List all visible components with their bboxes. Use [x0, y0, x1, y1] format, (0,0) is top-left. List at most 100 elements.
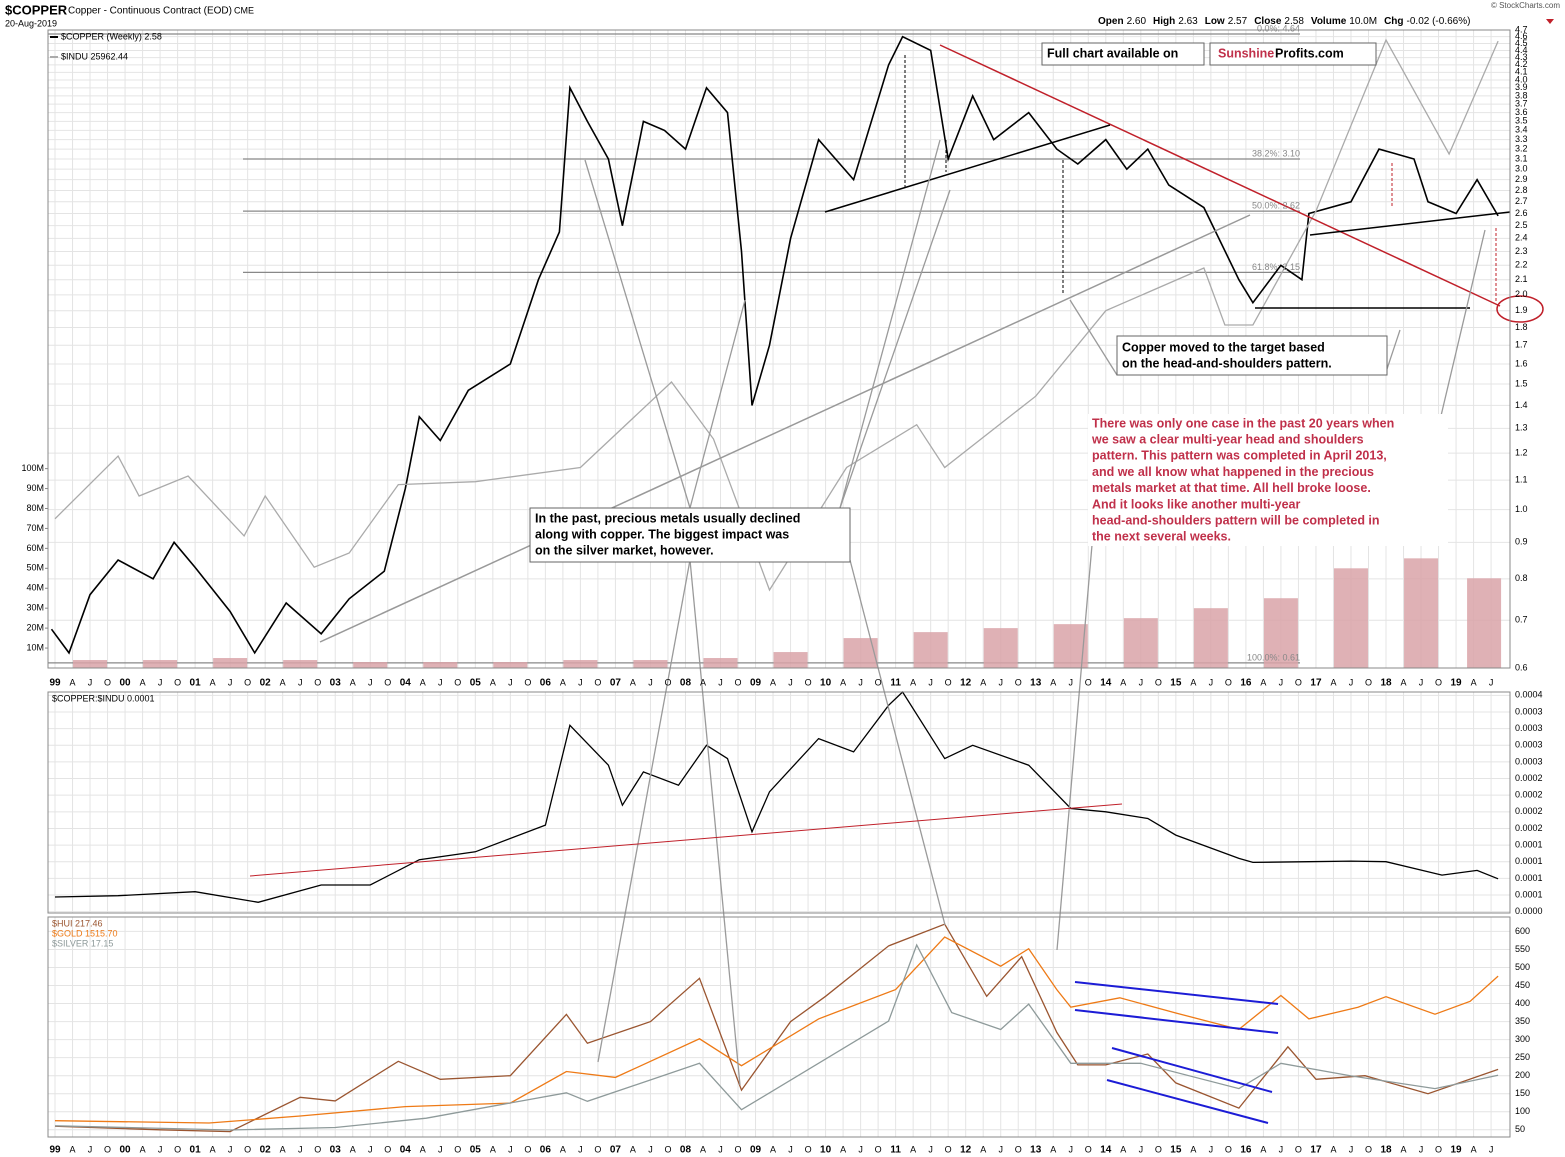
series-line — [54, 936, 1499, 1124]
legend-entry: $SILVER 17.15 — [52, 938, 113, 948]
x-tick-label: J — [438, 677, 443, 687]
y-tick-label: 1.2 — [1515, 448, 1528, 458]
x-tick-label: J — [858, 677, 863, 687]
y2-tick-label: 40M — [26, 583, 44, 593]
y-tick-label: 300 — [1515, 1034, 1530, 1044]
y-tick-label: 0.7 — [1515, 615, 1528, 625]
x-tick-label: O — [1435, 677, 1442, 687]
volume-bar — [983, 628, 1018, 668]
y-tick-label: 4.5 — [1515, 38, 1528, 48]
x-tick-label: O — [174, 1144, 181, 1154]
x-tick-label: 04 — [400, 1145, 412, 1156]
instrument-name: Copper - Continuous Contract (EOD) — [68, 6, 232, 17]
y-tick-label: 0.9 — [1515, 537, 1528, 547]
x-tick-label: 10 — [820, 1145, 832, 1156]
annotation-box — [1088, 414, 1448, 546]
x-tick-label: O — [1155, 1144, 1162, 1154]
legend-entry: $INDU 25962.44 — [61, 51, 128, 61]
x-tick-label: J — [158, 1144, 163, 1154]
x-tick-label: J — [1279, 677, 1284, 687]
y-tick-label: 1.0 — [1515, 504, 1528, 514]
x-tick-label: A — [1260, 677, 1266, 687]
x-tick-label: J — [1209, 677, 1214, 687]
x-tick-label: 01 — [190, 678, 202, 689]
y-tick-label: 550 — [1515, 944, 1530, 954]
x-tick-label: 06 — [540, 678, 552, 689]
connector-lines — [584, 139, 1486, 1086]
x-tick-label: J — [1139, 1144, 1144, 1154]
y-tick-label: 4.0 — [1515, 74, 1528, 84]
quote-label: Close — [1254, 16, 1282, 27]
x-tick-label: J — [368, 1144, 373, 1154]
annotation-text: head-and-shoulders pattern will be compl… — [1092, 513, 1380, 527]
trend-line — [939, 44, 1501, 307]
y-tick-label: 3.9 — [1515, 82, 1528, 92]
badge-text: Full chart available on — [1047, 46, 1178, 60]
target-circle — [1496, 295, 1544, 323]
y-tick-label: 1.7 — [1515, 340, 1528, 350]
x-tick-label: J — [1139, 677, 1144, 687]
x-tick-label: 03 — [330, 1145, 342, 1156]
x-tick-label: 12 — [960, 1145, 972, 1156]
x-tick-label: 15 — [1170, 1145, 1182, 1156]
badge-box — [1041, 42, 1205, 66]
x-tick-label: 18 — [1380, 678, 1392, 689]
legend-entry: $GOLD 1515.70 — [52, 928, 118, 938]
annotation-text: And it looks like another multi-year — [1092, 497, 1301, 511]
x-tick-label: J — [998, 1144, 1003, 1154]
x-tick-label: A — [1120, 677, 1126, 687]
x-tick-label: A — [840, 677, 846, 687]
y-tick-label: 4.2 — [1515, 59, 1528, 69]
x-tick-label: A — [210, 677, 216, 687]
x-tick-label: J — [158, 677, 163, 687]
badge-brand: Sunshine — [1218, 46, 1274, 60]
x-tick-label: A — [490, 677, 496, 687]
x-tick-label: O — [945, 677, 952, 687]
y-tick-label: 450 — [1515, 980, 1530, 990]
x-tick-label: 02 — [260, 1145, 272, 1156]
x-tick-label: A — [770, 1144, 776, 1154]
y-tick-label: 3.8 — [1515, 90, 1528, 100]
legend-entry: $COPPER (Weekly) 2.58 — [61, 31, 162, 41]
x-tick-label: J — [788, 677, 793, 687]
x-tick-label: J — [718, 1144, 723, 1154]
series-line — [54, 943, 1499, 1131]
series-line — [54, 690, 1499, 903]
y-tick-label: 2.5 — [1515, 220, 1528, 230]
down-arrow — [1546, 19, 1554, 24]
x-tick-label: J — [88, 1144, 93, 1154]
x-tick-label: O — [1295, 1144, 1302, 1154]
x-tick-label: 05 — [470, 678, 482, 689]
x-tick-label: J — [438, 1144, 443, 1154]
volume-bar — [73, 660, 108, 668]
y2-tick-label: 30M — [26, 603, 44, 613]
x-tick-label: A — [560, 1144, 566, 1154]
x-tick-label: 00 — [119, 678, 131, 689]
y-tick-label: 1.8 — [1515, 322, 1528, 332]
x-tick-label: O — [1365, 677, 1372, 687]
x-tick-label: O — [1085, 1144, 1092, 1154]
y-tick-label: 0.0003 — [1515, 706, 1543, 716]
x-tick-label: 18 — [1380, 1145, 1392, 1156]
volume-bar — [1193, 608, 1228, 668]
y-tick-label: 1.6 — [1515, 358, 1528, 368]
x-tick-label: A — [420, 1144, 426, 1154]
x-tick-label: J — [368, 677, 373, 687]
y-tick-label: 0.8 — [1515, 573, 1528, 583]
x-tick-label: O — [1015, 1144, 1022, 1154]
x-tick-label: O — [1295, 677, 1302, 687]
y-tick-label: 3.3 — [1515, 134, 1528, 144]
x-tick-label: O — [174, 677, 181, 687]
y-tick-label: 3.1 — [1515, 153, 1528, 163]
x-tick-label: A — [1330, 1144, 1336, 1154]
y-tick-label: 2.0 — [1515, 289, 1528, 299]
x-tick-label: J — [1209, 1144, 1214, 1154]
quote-value: 2.60 — [1127, 16, 1147, 27]
x-tick-label: O — [875, 1144, 882, 1154]
volume-bar — [843, 638, 878, 668]
x-tick-label: A — [1050, 677, 1056, 687]
y-tick-label: 350 — [1515, 1016, 1530, 1026]
y2-tick-label: 90M — [26, 483, 44, 493]
x-tick-label: J — [298, 1144, 303, 1154]
